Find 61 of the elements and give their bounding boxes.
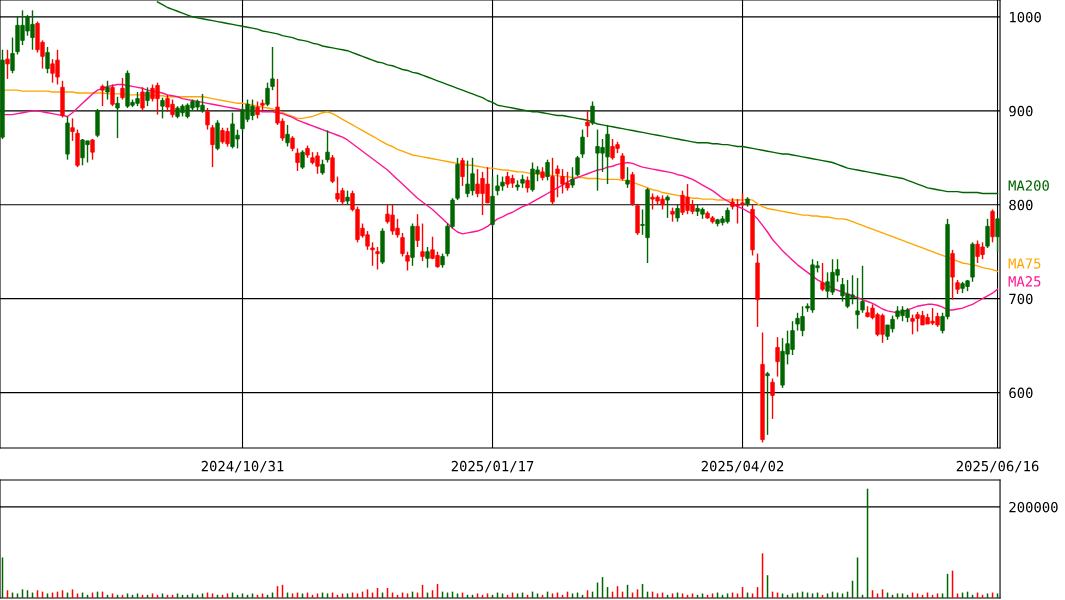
candlestick (265, 81, 270, 107)
candlestick (160, 96, 165, 120)
candlestick (325, 129, 330, 164)
candlestick (570, 166, 575, 189)
candlestick (370, 241, 375, 267)
candlestick (625, 166, 630, 189)
candlestick (620, 152, 625, 182)
series-label: MA25 (1008, 276, 1041, 287)
y-tick-label: 800 (1009, 199, 1033, 211)
x-tick-label: 2025/06/16 (956, 460, 1039, 473)
candlestick (295, 147, 300, 172)
candlestick (45, 46, 50, 74)
y-tick-label: 600 (1009, 387, 1033, 399)
candlestick (665, 194, 670, 219)
y-tick-label: 700 (1009, 293, 1033, 305)
candlestick (555, 164, 560, 198)
candlestick (590, 100, 595, 126)
candlestick (765, 371, 770, 436)
candlestick (770, 377, 775, 420)
candlestick (115, 96, 120, 139)
candlestick (285, 124, 290, 148)
candlestick (300, 149, 305, 170)
candlestick (110, 83, 115, 107)
candlestick (105, 80, 110, 101)
series-label: MA75 (1008, 258, 1041, 269)
candlestick (995, 217, 1000, 253)
candlestick (420, 222, 425, 262)
candlestick (330, 154, 335, 184)
candlestick (145, 86, 150, 107)
candlestick (585, 110, 590, 138)
candlestick (400, 232, 405, 258)
candlestick (90, 138, 95, 161)
x-tick-label: 2024/10/31 (201, 460, 284, 473)
candlestick (580, 128, 585, 159)
candlestick (120, 77, 125, 101)
candlestick (140, 86, 145, 112)
y-tick-label: 900 (1009, 105, 1033, 117)
candlestick (100, 83, 105, 107)
candlestick (375, 246, 380, 271)
candlestick (405, 251, 410, 272)
x-tick-label: 2025/01/17 (451, 460, 534, 473)
candlestick (425, 246, 430, 269)
candlestick (70, 117, 75, 142)
candlestick (270, 46, 275, 91)
candlestick (775, 336, 780, 378)
candlestick (575, 155, 580, 178)
candlestick (205, 107, 210, 131)
candlestick (5, 49, 10, 80)
y-tick-label: 200000 (1009, 501, 1058, 513)
candlestick (415, 213, 420, 248)
line-series (156, 1, 999, 195)
series-label: MA200 (1008, 180, 1049, 191)
y-tick-label: 1000 (1010, 11, 1041, 23)
candlestick (460, 157, 465, 187)
candlestick (10, 36, 15, 74)
candlestick (545, 158, 550, 182)
candlestick (985, 218, 990, 249)
x-tick-label: 2025/04/02 (701, 460, 784, 473)
candlestick (950, 249, 955, 301)
candlestick (210, 124, 215, 168)
candlestick (820, 262, 825, 292)
